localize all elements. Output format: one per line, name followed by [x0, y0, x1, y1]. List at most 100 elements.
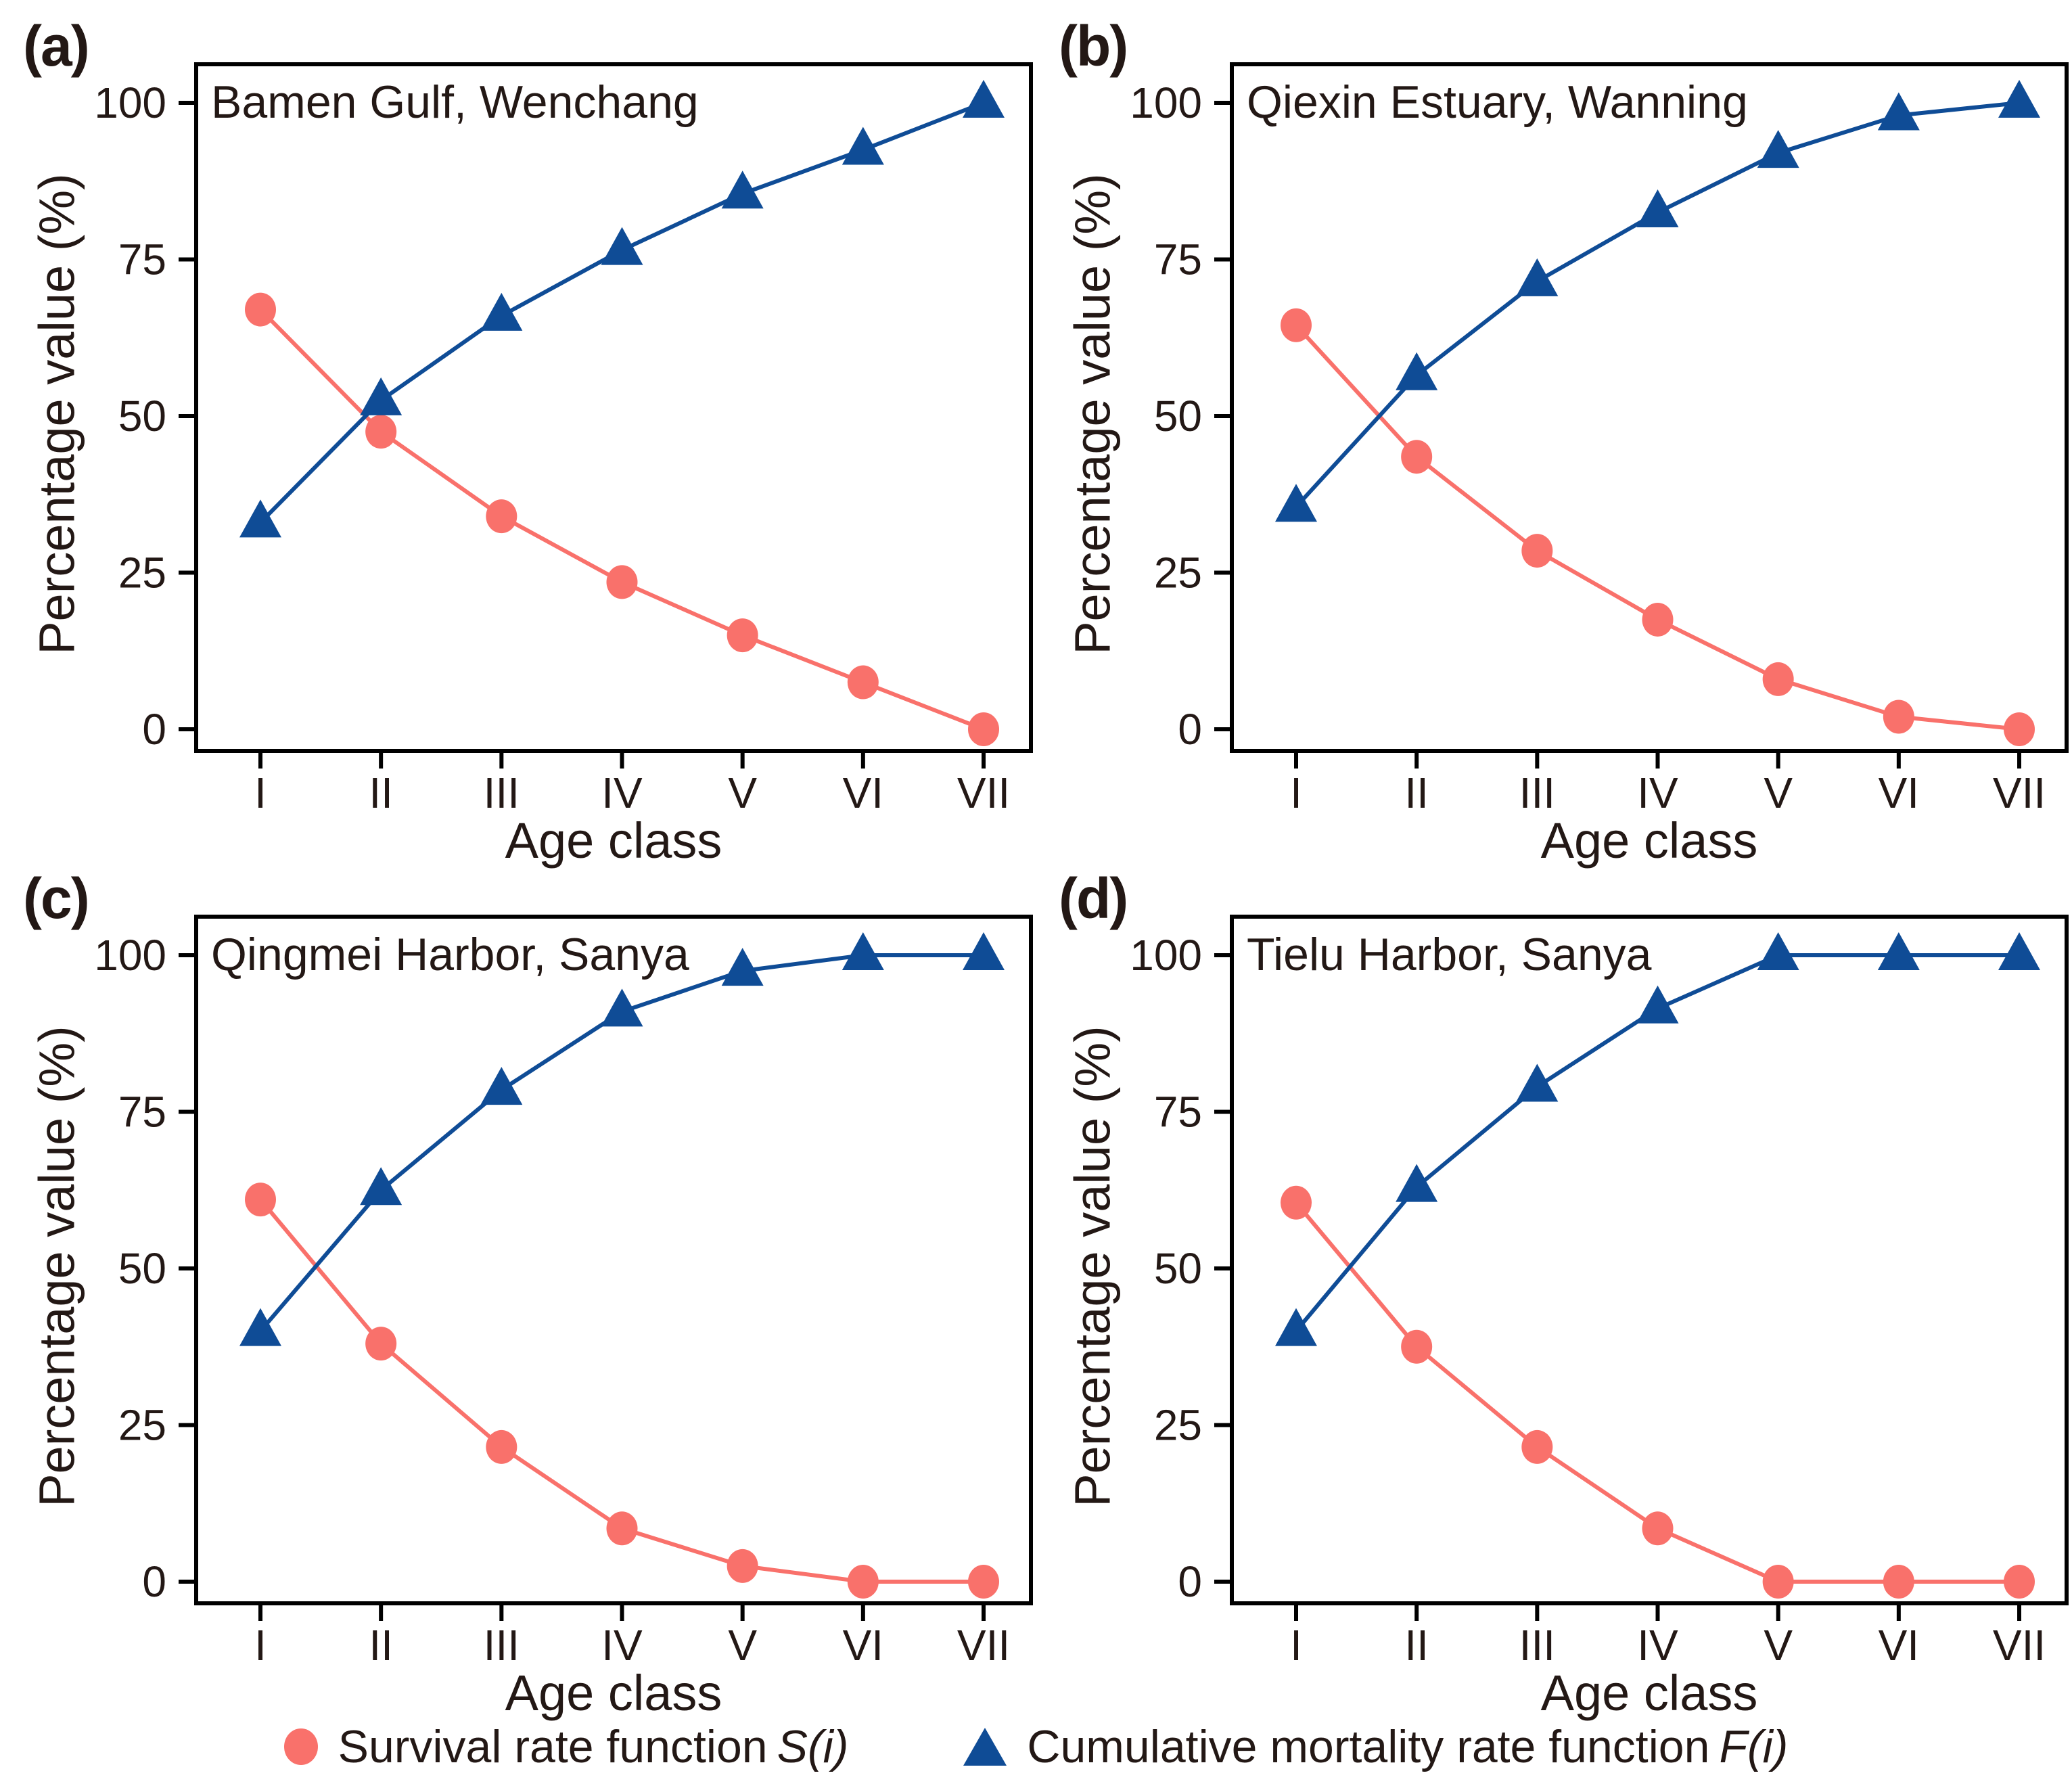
x-tick-label: II	[1404, 1621, 1429, 1670]
survival-point-marker	[1883, 700, 1914, 734]
survival-point-marker	[1281, 1185, 1312, 1220]
survival-point-marker	[1883, 1565, 1914, 1599]
legend-label-survival-text: Survival rate function	[338, 1720, 768, 1772]
survival-point-marker	[486, 1429, 517, 1464]
x-tick-label: IV	[601, 769, 643, 817]
mortality-point-marker	[963, 80, 1005, 118]
y-tick-label: 50	[118, 392, 166, 440]
legend-symbol-survival: S(i)	[777, 1720, 849, 1772]
x-tick-label: VI	[843, 1621, 883, 1670]
mortality-point-marker	[1396, 1164, 1438, 1202]
survival-point-marker	[1521, 534, 1553, 568]
legend-label-survival: Survival rate function S(i)	[338, 1720, 849, 1773]
mortality-point-marker	[842, 932, 884, 970]
panel-b-y-axis-label: Percentage value (%)	[1064, 173, 1121, 655]
mortality-point-marker	[1636, 985, 1679, 1024]
mortality-point-marker	[963, 932, 1005, 970]
survival-point-marker	[1762, 1565, 1794, 1599]
x-tick-label: I	[254, 1621, 267, 1670]
survival-point-marker	[365, 415, 397, 449]
mortality-point-marker	[842, 127, 884, 165]
x-tick-label: VI	[1879, 769, 1919, 817]
y-tick-label: 100	[94, 931, 166, 980]
panel-b-x-axis-label: Age class	[1540, 812, 1758, 869]
survival-point-marker	[365, 1327, 397, 1361]
mortality-point-marker	[1636, 189, 1679, 228]
x-tick-label: V	[728, 769, 757, 817]
mortality-point-marker	[239, 1308, 281, 1346]
y-tick-label: 50	[1154, 1244, 1202, 1293]
survival-point-marker	[1642, 1511, 1674, 1546]
y-tick-label: 50	[118, 1244, 166, 1293]
survival-point-marker	[245, 1183, 276, 1217]
panel-b-letter: (b)	[1059, 14, 1128, 78]
y-tick-label: 50	[1154, 392, 1202, 440]
panel-c-letter: (c)	[23, 867, 90, 930]
mortality-point-marker	[1998, 932, 2040, 970]
mortality-point-marker	[1757, 130, 1799, 168]
mortality-point-marker	[601, 227, 643, 265]
mortality-point-marker	[1998, 80, 2040, 118]
x-tick-label: III	[484, 1621, 520, 1670]
x-tick-label: II	[1404, 769, 1429, 817]
survival-point-marker	[847, 1565, 879, 1599]
y-tick-label: 75	[118, 235, 166, 284]
survival-point-marker	[606, 1511, 638, 1546]
x-tick-label: III	[1519, 769, 1555, 817]
survival-point-marker	[1762, 662, 1794, 696]
survival-point-marker	[606, 565, 638, 599]
mortality-point-marker	[480, 292, 523, 331]
mortality-point-marker	[360, 377, 402, 415]
legend-item-mortality: Cumulative mortality rate function F(i)	[963, 1720, 1788, 1773]
x-tick-label: III	[1519, 1621, 1555, 1670]
survival-point-marker	[727, 618, 758, 653]
y-tick-label: 0	[1178, 705, 1202, 754]
series-line	[258, 101, 985, 524]
survival-point-marker	[968, 712, 999, 746]
mortality-point-marker	[721, 170, 764, 209]
legend-label-mortality: Cumulative mortality rate function F(i)	[1027, 1720, 1788, 1773]
x-tick-label: VII	[957, 769, 1010, 817]
mortality-point-marker	[1757, 932, 1799, 970]
y-tick-label: 25	[1154, 1401, 1202, 1450]
x-tick-label: VI	[1879, 1621, 1919, 1670]
mortality-point-marker	[480, 1067, 523, 1105]
mortality-point-marker	[1516, 1063, 1559, 1102]
legend-label-mortality-text: Cumulative mortality rate function	[1027, 1720, 1710, 1772]
legend-symbol-mortality: F(i)	[1719, 1720, 1789, 1772]
y-tick-label: 75	[1154, 1088, 1202, 1137]
survival-point-marker	[1642, 602, 1674, 637]
panel-d-x-axis-label: Age class	[1540, 1665, 1758, 1721]
plot-border	[194, 62, 1033, 753]
x-tick-label: VI	[843, 769, 883, 817]
plot-border	[1230, 915, 2069, 1605]
y-tick-label: 100	[94, 78, 166, 127]
panel-b-title: Qiexin Estuary, Wanning	[1247, 76, 1748, 128]
survival-point-marker	[1401, 440, 1433, 474]
survival-point-marker	[1401, 1329, 1433, 1364]
mortality-point-marker	[239, 499, 281, 538]
mortality-point-marker	[1275, 484, 1317, 522]
survival-point-marker	[1521, 1429, 1553, 1464]
x-tick-label: I	[254, 769, 267, 817]
panel-c-x-axis-label: Age class	[505, 1665, 722, 1721]
x-tick-label: V	[728, 1621, 757, 1670]
y-tick-label: 75	[1154, 235, 1202, 284]
survival-point-marker	[727, 1549, 758, 1583]
x-tick-label: V	[1764, 769, 1793, 817]
survival-circle-icon	[283, 1728, 318, 1765]
x-tick-label: VII	[1993, 769, 2046, 817]
survival-point-marker	[2004, 712, 2035, 746]
y-tick-label: 25	[1154, 549, 1202, 597]
survival-point-marker	[1281, 308, 1312, 342]
survival-point-marker	[486, 499, 517, 534]
y-tick-label: 25	[118, 1401, 166, 1450]
figure-legend: Survival rate function S(i) Cumulative mo…	[0, 1705, 2072, 1788]
mortality-point-marker	[1877, 932, 1920, 970]
mortality-point-marker	[1396, 352, 1438, 390]
x-tick-label: VII	[957, 1621, 1010, 1670]
mortality-triangle-icon	[963, 1727, 1007, 1766]
x-tick-label: IV	[1637, 769, 1678, 817]
panel-d-y-axis-label: Percentage value (%)	[1064, 1026, 1121, 1507]
